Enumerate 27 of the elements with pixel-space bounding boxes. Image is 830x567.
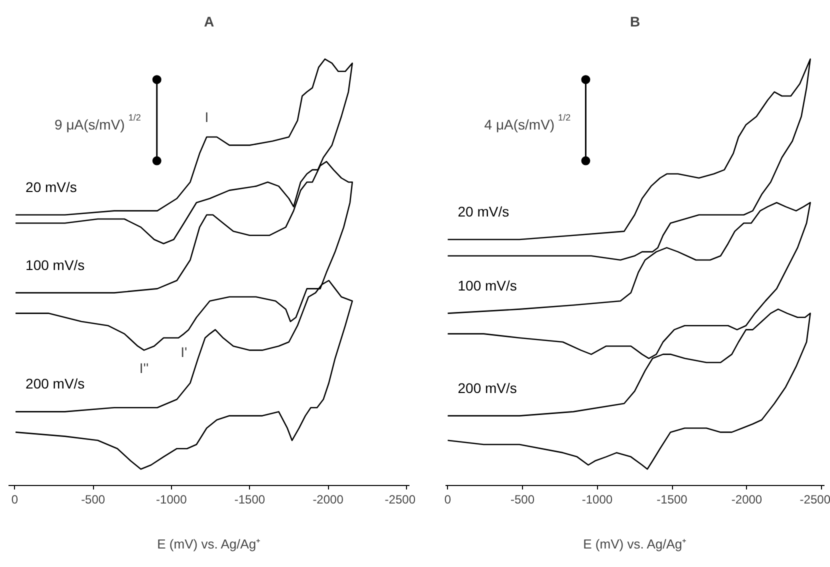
x-tick-label: -1500 [656, 492, 688, 506]
annotation: 4 μA(s/mV)1/2 [484, 112, 571, 133]
series-label: 100 mV/s [458, 277, 517, 294]
x-tick-label: -2000 [312, 492, 344, 506]
annotation: I'' [139, 360, 149, 376]
series-label: 20 mV/s [26, 178, 77, 195]
series-label: 100 mV/s [26, 256, 85, 273]
chart-title: A [204, 14, 214, 30]
series-label: 20 mV/s [458, 204, 510, 220]
annotation: I [204, 109, 209, 125]
x-tick-label: -2500 [384, 492, 416, 506]
x-tick-label: -1000 [582, 492, 613, 506]
annotation: I' [180, 344, 188, 360]
x-tick-label: -1500 [234, 492, 266, 506]
x-tick-label: -1000 [156, 492, 188, 506]
x-tick-label: -2000 [731, 492, 762, 506]
annotation: 9 μA(s/mV)1/2 [54, 112, 141, 133]
series-label: 200 mV/s [458, 380, 517, 396]
x-axis-title: E (mV) vs. Ag/Ag⁺ [157, 536, 260, 552]
x-tick-label: 0 [11, 492, 18, 506]
x-tick-label: -500 [510, 492, 535, 506]
chart-title: B [630, 14, 640, 30]
x-tick-label: -500 [81, 492, 106, 506]
x-tick-label: 0 [444, 492, 452, 506]
series-label: 200 mV/s [26, 376, 85, 392]
x-tick-label: -2500 [800, 492, 830, 506]
x-axis-title: E (mV) vs. Ag/Ag⁺ [583, 536, 686, 552]
